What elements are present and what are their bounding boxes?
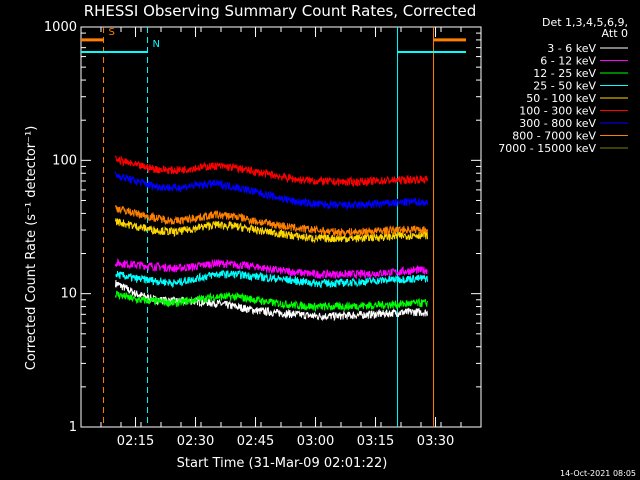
- y-tick-label: 10: [60, 287, 77, 302]
- series-line: [115, 269, 428, 289]
- series-line: [115, 205, 428, 238]
- series-line: [115, 290, 428, 313]
- plot-layer: 1 10 100 1000 02:15 02:30 02:45 03:00 03:15 03:30…: [44, 20, 482, 449]
- legend-title-line1: Det 1,3,4,5,6,9,: [542, 16, 628, 29]
- y-axis-label: Corrected Count Rate (s⁻¹ detector⁻¹): [24, 126, 39, 371]
- legend-label: 12 - 25 keV: [533, 67, 596, 80]
- series-line: [115, 257, 428, 280]
- legend-label: 50 - 100 keV: [526, 92, 596, 105]
- y-tick-label: 1000: [44, 20, 77, 35]
- y-tick-label: 100: [52, 153, 77, 168]
- legend-label: 100 - 300 keV: [519, 105, 596, 118]
- x-tick-label: 03:15: [357, 434, 394, 449]
- series-line: [115, 218, 428, 244]
- legend-label: 25 - 50 keV: [533, 80, 596, 93]
- series-line: [115, 171, 428, 211]
- legend-label: 6 - 12 keV: [540, 55, 596, 68]
- chart-title: RHESSI Observing Summary Count Rates, Co…: [84, 2, 477, 20]
- x-tick-label: 03:30: [417, 434, 454, 449]
- x-tick-label: 02:15: [117, 434, 154, 449]
- marker-label-N: N: [153, 39, 160, 50]
- y-tick-label: 1: [69, 420, 77, 435]
- legend-label: 800 - 7000 keV: [512, 130, 596, 143]
- x-axis-label: Start Time (31-Mar-09 02:01:22): [177, 456, 388, 471]
- footer-date: 14-Oct-2021 08:05: [560, 469, 636, 478]
- legend-label: 7000 - 15000 keV: [498, 142, 596, 155]
- marker-label-S: S: [109, 27, 115, 38]
- legend-label: 300 - 800 keV: [519, 117, 596, 130]
- x-tick-label: 02:30: [177, 434, 214, 449]
- legend-label: 3 - 6 keV: [547, 42, 596, 55]
- x-tick-label: 02:45: [237, 434, 274, 449]
- legend-title-line2: Att 0: [602, 27, 628, 40]
- x-tick-label: 03:00: [297, 434, 334, 449]
- series-line: [115, 155, 428, 188]
